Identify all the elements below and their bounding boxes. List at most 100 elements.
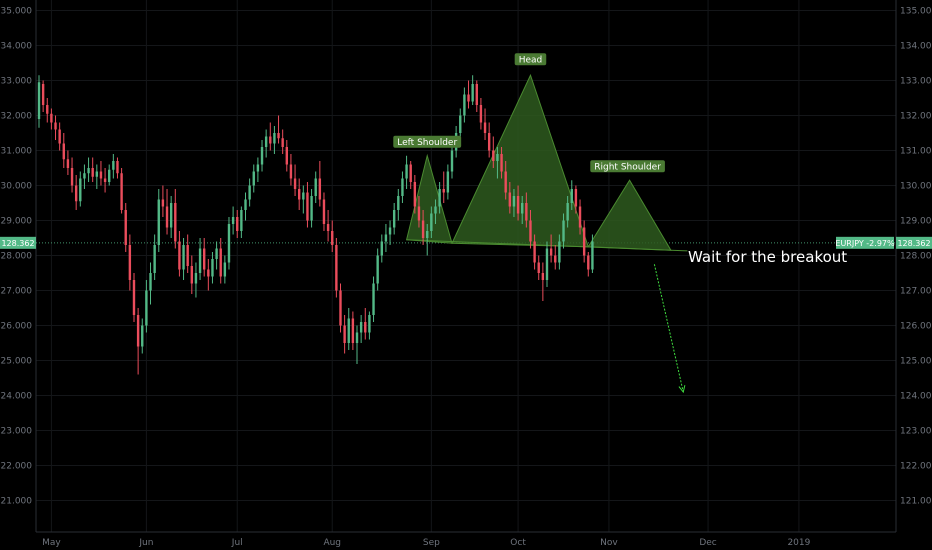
candle[interactable]: [248, 178, 251, 207]
candle[interactable]: [347, 308, 350, 350]
candle[interactable]: [99, 161, 103, 186]
candle[interactable]: [343, 315, 346, 354]
candle[interactable]: [438, 182, 441, 214]
candle[interactable]: [492, 136, 495, 169]
candle[interactable]: [500, 147, 503, 179]
candle[interactable]: [479, 98, 483, 130]
candle[interactable]: [169, 196, 173, 238]
candle[interactable]: [397, 189, 400, 221]
candle[interactable]: [487, 122, 491, 158]
candle[interactable]: [194, 262, 198, 298]
candle[interactable]: [314, 171, 317, 204]
candle[interactable]: [132, 273, 136, 322]
candle[interactable]: [54, 115, 57, 141]
candle[interactable]: [351, 311, 355, 351]
candle[interactable]: [430, 206, 433, 239]
candle[interactable]: [574, 185, 578, 214]
candle[interactable]: [108, 164, 111, 186]
candle[interactable]: [446, 164, 450, 200]
candle[interactable]: [545, 241, 549, 288]
candle[interactable]: [521, 196, 524, 224]
candle[interactable]: [83, 164, 86, 190]
candle[interactable]: [124, 203, 127, 252]
candle[interactable]: [434, 199, 437, 225]
candle[interactable]: [165, 189, 169, 235]
candle[interactable]: [392, 203, 396, 235]
candle[interactable]: [450, 143, 454, 179]
candle[interactable]: [326, 210, 330, 242]
candle[interactable]: [549, 234, 553, 263]
candle[interactable]: [145, 280, 148, 333]
candle[interactable]: [368, 311, 371, 340]
candle[interactable]: [302, 185, 305, 214]
candle[interactable]: [190, 255, 194, 295]
candle[interactable]: [587, 252, 590, 277]
candle[interactable]: [120, 168, 123, 214]
candle[interactable]: [331, 220, 334, 253]
candle[interactable]: [297, 178, 301, 211]
candle[interactable]: [240, 206, 243, 239]
candle[interactable]: [161, 185, 165, 218]
candle[interactable]: [417, 196, 421, 228]
candle[interactable]: [405, 155, 408, 189]
candle[interactable]: [285, 140, 288, 172]
candle[interactable]: [219, 238, 222, 284]
candle[interactable]: [471, 75, 474, 105]
candle[interactable]: [533, 234, 536, 270]
candle[interactable]: [376, 248, 379, 291]
candle[interactable]: [281, 129, 284, 155]
candle[interactable]: [289, 154, 293, 186]
candle[interactable]: [236, 210, 239, 238]
candle[interactable]: [537, 255, 540, 281]
candle[interactable]: [174, 189, 177, 249]
candle[interactable]: [467, 80, 470, 109]
candle[interactable]: [525, 192, 528, 228]
candle[interactable]: [529, 210, 532, 249]
candle[interactable]: [409, 161, 412, 189]
candle[interactable]: [157, 189, 160, 252]
candle[interactable]: [103, 168, 107, 193]
candle[interactable]: [112, 154, 115, 179]
candle[interactable]: [504, 161, 507, 200]
candle[interactable]: [273, 126, 276, 154]
candle[interactable]: [149, 262, 152, 305]
candle[interactable]: [153, 234, 156, 281]
candle[interactable]: [50, 108, 53, 130]
candle[interactable]: [512, 189, 516, 217]
candle[interactable]: [322, 192, 326, 232]
candle[interactable]: [380, 234, 383, 263]
candle[interactable]: [421, 210, 425, 245]
candle[interactable]: [388, 220, 392, 246]
candle[interactable]: [335, 238, 338, 298]
candle[interactable]: [74, 175, 78, 210]
candle[interactable]: [252, 164, 255, 193]
candle[interactable]: [211, 252, 214, 284]
candle[interactable]: [223, 255, 227, 284]
candle[interactable]: [70, 157, 74, 193]
candle[interactable]: [116, 157, 119, 179]
candle[interactable]: [413, 175, 417, 214]
candle[interactable]: [46, 98, 49, 123]
candle[interactable]: [293, 164, 297, 197]
candle[interactable]: [256, 157, 260, 183]
candle[interactable]: [264, 129, 268, 158]
candle[interactable]: [442, 171, 445, 204]
candle[interactable]: [475, 80, 478, 113]
candle[interactable]: [62, 133, 65, 168]
candle[interactable]: [37, 75, 41, 128]
candle[interactable]: [277, 115, 280, 144]
candle[interactable]: [364, 308, 367, 340]
candle[interactable]: [496, 147, 499, 179]
candle[interactable]: [58, 122, 61, 151]
candle[interactable]: [227, 217, 231, 270]
candle[interactable]: [178, 231, 181, 277]
candle[interactable]: [483, 108, 487, 141]
candles[interactable]: [37, 75, 594, 375]
candle[interactable]: [591, 234, 594, 274]
candle[interactable]: [566, 196, 569, 228]
candle[interactable]: [260, 140, 264, 172]
candle[interactable]: [306, 182, 309, 228]
candle[interactable]: [141, 318, 144, 354]
candle[interactable]: [186, 234, 189, 274]
